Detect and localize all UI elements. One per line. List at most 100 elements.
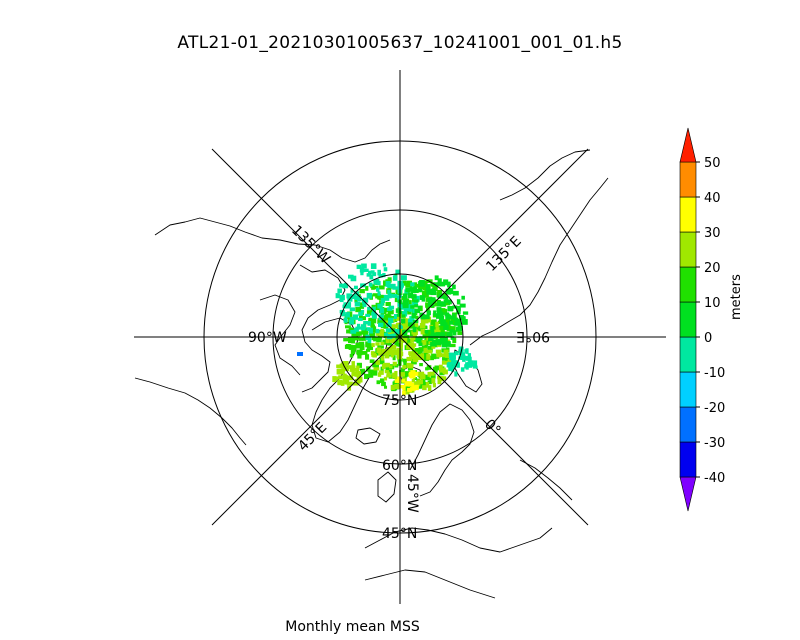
- mss-cell: [436, 350, 441, 354]
- mss-cell: [346, 344, 351, 347]
- mss-cell: [381, 356, 384, 361]
- mss-cell: [355, 307, 361, 312]
- mss-cell: [426, 315, 430, 320]
- mss-cell: [350, 307, 355, 311]
- mss-cell: [372, 272, 376, 276]
- colorbar-label: meters: [729, 274, 744, 320]
- coastline-british-isles: [378, 472, 396, 502]
- mss-cell: [380, 331, 384, 336]
- mss-cell: [465, 348, 468, 354]
- mss-cell: [454, 371, 457, 376]
- mss-cell: [410, 305, 414, 308]
- mss-cell: [380, 308, 384, 313]
- mss-cell: [387, 290, 390, 294]
- mss-cell: [414, 299, 419, 302]
- mss-cell: [390, 284, 396, 289]
- colorbar: 50403020100-10-20-30-40 meters: [680, 128, 744, 511]
- mss-cell: [384, 377, 387, 381]
- mss-cell: [343, 375, 348, 381]
- mss-cell: [352, 373, 356, 376]
- mss-cell: [468, 360, 473, 365]
- mss-cell: [452, 285, 456, 290]
- colorbar-ticks: 50403020100-10-20-30-40: [696, 156, 725, 486]
- graticule: [134, 70, 666, 604]
- mss-cell: [428, 385, 431, 391]
- mss-cell: [390, 294, 394, 298]
- mss-cell: [422, 385, 427, 390]
- mss-cell: [376, 337, 382, 342]
- mss-cell: [409, 372, 413, 375]
- mss-cell: [344, 318, 348, 323]
- mss-cell: [427, 350, 433, 354]
- mss-cell: [336, 365, 341, 369]
- mss-cell: [437, 307, 442, 312]
- mss-cell: [377, 380, 381, 384]
- mss-cell: [368, 337, 372, 343]
- mss-cell: [353, 314, 358, 319]
- mss-cell: [385, 363, 390, 367]
- mss-cell: [297, 352, 303, 356]
- label-60n: 60°N: [382, 458, 417, 474]
- mss-cell: [373, 293, 379, 296]
- colorbar-bin: [680, 267, 696, 302]
- mss-cell: [409, 294, 413, 297]
- colorbar-bin: [680, 337, 696, 372]
- label-0: 45°W: [404, 474, 420, 513]
- mss-cell: [462, 316, 465, 321]
- mss-cell: [436, 332, 440, 335]
- mss-cell: [446, 341, 451, 347]
- mss-cell: [391, 353, 394, 357]
- mss-cell: [445, 314, 450, 320]
- mss-cell: [425, 367, 428, 370]
- mss-cell: [376, 329, 380, 333]
- mss-cell: [333, 376, 339, 380]
- mss-cell: [408, 351, 414, 355]
- mss-cell: [407, 388, 410, 391]
- mss-cell: [424, 348, 427, 353]
- mss-cell: [401, 283, 404, 287]
- mss-cell: [451, 357, 456, 362]
- colorbar-bin: [680, 128, 696, 162]
- mss-cell: [378, 323, 383, 327]
- mss-cell: [395, 329, 401, 334]
- label-135e: 135°E: [483, 233, 524, 274]
- label-90e: 90°E: [516, 328, 550, 344]
- label-45w: 45°E: [295, 420, 330, 455]
- mss-cell: [396, 308, 402, 313]
- mss-cell: [384, 386, 387, 389]
- mss-cell: [389, 306, 394, 310]
- colorbar-tick-label: 20: [704, 261, 721, 276]
- mss-cell: [358, 312, 363, 316]
- mss-cell: [444, 350, 449, 354]
- mss-cell: [433, 310, 436, 315]
- colorbar-bin: [680, 372, 696, 407]
- mss-cell: [403, 293, 408, 299]
- colorbar-bin: [680, 232, 696, 267]
- mss-cell: [422, 296, 426, 302]
- colorbar-bin: [680, 442, 696, 477]
- mss-cell: [426, 284, 431, 290]
- mss-cell: [350, 354, 354, 358]
- mss-cell: [405, 288, 410, 293]
- mss-cell: [406, 363, 411, 368]
- mss-cell: [368, 374, 373, 378]
- mss-cell: [383, 263, 386, 266]
- mss-cell: [431, 331, 434, 334]
- mss-cell: [355, 343, 360, 349]
- mss-cell: [367, 273, 370, 277]
- mss-cell: [356, 366, 359, 370]
- mss-cell: [380, 342, 384, 345]
- mss-cell: [415, 323, 418, 327]
- mss-cell: [392, 373, 397, 379]
- mss-cell: [425, 330, 429, 333]
- mss-cell: [436, 353, 441, 357]
- colorbar-tick-label: -10: [704, 366, 725, 381]
- mss-cell: [412, 343, 416, 347]
- map-caption: Monthly mean MSS: [250, 619, 455, 635]
- mss-cell: [418, 306, 421, 309]
- mss-cell: [403, 362, 406, 365]
- mss-cell: [420, 323, 426, 329]
- mss-cell: [386, 328, 391, 332]
- mss-cell: [439, 316, 444, 321]
